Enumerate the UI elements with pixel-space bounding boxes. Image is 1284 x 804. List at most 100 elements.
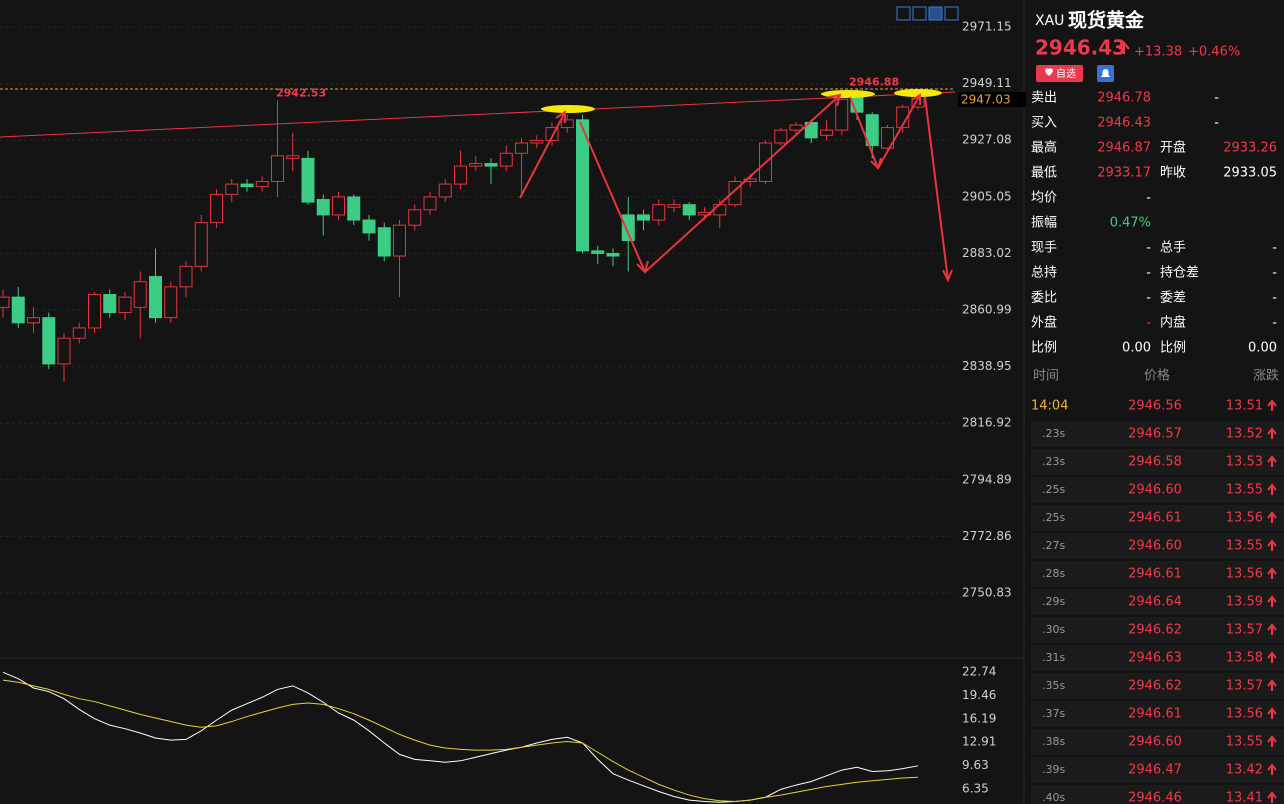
stat-label: 振幅 bbox=[1031, 216, 1057, 231]
candle-body bbox=[591, 250, 605, 254]
row-background bbox=[1031, 673, 1284, 699]
tool-icon[interactable] bbox=[928, 6, 943, 21]
y-tick-label: 2816.92 bbox=[962, 416, 1012, 430]
price-change: +13.38 bbox=[1134, 45, 1182, 60]
trade-time: .23s bbox=[1042, 455, 1065, 468]
trade-change: 13.55 bbox=[1226, 735, 1263, 750]
y-tick-label: 16.19 bbox=[962, 711, 996, 725]
row-background bbox=[1031, 757, 1284, 783]
candle-body bbox=[179, 265, 193, 288]
trade-price: 2946.56 bbox=[1128, 399, 1182, 414]
stat-value: 2933.26 bbox=[1223, 141, 1277, 156]
toolbar bbox=[896, 6, 959, 21]
highlight bbox=[894, 89, 942, 97]
candle-body bbox=[743, 178, 757, 183]
stat-label: 现手 bbox=[1031, 241, 1057, 256]
stat-label: 开盘 bbox=[1160, 140, 1186, 156]
arrow bbox=[644, 93, 842, 273]
tool-icon[interactable] bbox=[896, 6, 911, 21]
stat-value: - bbox=[1214, 91, 1219, 106]
trade-time: .40s bbox=[1042, 791, 1065, 804]
row-background bbox=[1031, 729, 1284, 755]
highlight bbox=[541, 105, 595, 113]
candle-body bbox=[576, 119, 589, 252]
stat-value: - bbox=[1272, 316, 1277, 331]
up-arrow bbox=[1267, 735, 1277, 747]
y-tick-label: 12.91 bbox=[962, 735, 996, 749]
watch-label[interactable]: 自选 bbox=[1056, 67, 1076, 80]
candle-body bbox=[515, 142, 528, 154]
candle-body bbox=[881, 127, 894, 149]
up-arrow bbox=[1267, 427, 1277, 439]
stat-value: - bbox=[1146, 241, 1151, 256]
drawings bbox=[0, 89, 956, 283]
stat-value: - bbox=[1272, 291, 1277, 306]
candle-body bbox=[164, 286, 178, 319]
current-price-label: 2947.03 bbox=[961, 92, 1011, 106]
up-arrow bbox=[1267, 791, 1277, 803]
row-background bbox=[1031, 617, 1284, 643]
candle-body bbox=[774, 129, 788, 144]
candle-body bbox=[865, 114, 879, 147]
candle-body bbox=[332, 196, 345, 216]
up-arrow bbox=[1267, 651, 1277, 663]
stat-label: 委比 bbox=[1031, 291, 1057, 306]
up-arrow bbox=[1267, 483, 1277, 495]
trade-time: .31s bbox=[1042, 651, 1065, 664]
candle-body bbox=[682, 204, 696, 216]
trade-time: .23s bbox=[1042, 427, 1065, 440]
row-background bbox=[1031, 421, 1284, 447]
row-background bbox=[1031, 505, 1284, 531]
candle-body bbox=[271, 155, 284, 183]
y-tick-label: 6.35 bbox=[962, 782, 989, 796]
candle-body bbox=[225, 183, 239, 195]
trade-price: 2946.62 bbox=[1128, 623, 1182, 638]
trade-price: 2946.60 bbox=[1128, 539, 1182, 554]
current-price-box bbox=[958, 91, 1026, 107]
instrument-name: 现货黄金 bbox=[1068, 9, 1145, 32]
heart-icon bbox=[1045, 68, 1053, 76]
candle-body bbox=[11, 296, 25, 324]
stat-value: - bbox=[1146, 316, 1151, 331]
y-tick-label: 2838.95 bbox=[962, 359, 1012, 373]
chart-background bbox=[0, 0, 1024, 804]
row-background bbox=[1031, 561, 1284, 587]
trade-change: 13.56 bbox=[1226, 707, 1263, 722]
column-header: 涨跌 bbox=[1253, 368, 1279, 384]
candle-body bbox=[316, 199, 330, 216]
column-header: 价格 bbox=[1144, 368, 1170, 384]
candle-body bbox=[667, 204, 681, 208]
up-arrow bbox=[1267, 595, 1277, 607]
candle-body bbox=[896, 106, 910, 129]
y-tick-label: 2794.89 bbox=[962, 472, 1012, 486]
stat-label: 委差 bbox=[1160, 291, 1186, 306]
tool-icon[interactable] bbox=[912, 6, 927, 21]
stat-label: 总持 bbox=[1031, 266, 1057, 281]
stat-label: 均价 bbox=[1031, 191, 1057, 206]
trade-time: .39s bbox=[1042, 763, 1065, 776]
column-header: 时间 bbox=[1033, 369, 1059, 384]
trade-time: .25s bbox=[1042, 511, 1065, 524]
candle-body bbox=[88, 294, 101, 329]
trade-time: .35s bbox=[1042, 679, 1065, 692]
stat-label: 昨收 bbox=[1160, 166, 1186, 181]
candle-body bbox=[377, 227, 391, 257]
stat-value: - bbox=[1146, 191, 1151, 206]
trade-price: 2946.61 bbox=[1128, 511, 1182, 526]
trade-price: 2946.47 bbox=[1128, 763, 1182, 778]
trade-price: 2946.58 bbox=[1128, 455, 1182, 470]
candle-body bbox=[301, 157, 315, 203]
candle-body bbox=[118, 296, 132, 314]
tool-icon[interactable] bbox=[944, 6, 959, 21]
candle-body bbox=[240, 183, 254, 188]
trade-change: 13.52 bbox=[1226, 427, 1263, 442]
stat-value: 2946.43 bbox=[1097, 116, 1151, 131]
stat-label: 买入 bbox=[1031, 116, 1057, 131]
row-background bbox=[1031, 477, 1284, 503]
candle-body bbox=[454, 165, 467, 185]
candle-body bbox=[27, 317, 40, 324]
stat-label: 持仓差 bbox=[1160, 266, 1199, 281]
stat-label: 内盘 bbox=[1160, 315, 1186, 331]
trade-price: 2946.60 bbox=[1128, 735, 1182, 750]
stat-value: - bbox=[1214, 116, 1219, 131]
